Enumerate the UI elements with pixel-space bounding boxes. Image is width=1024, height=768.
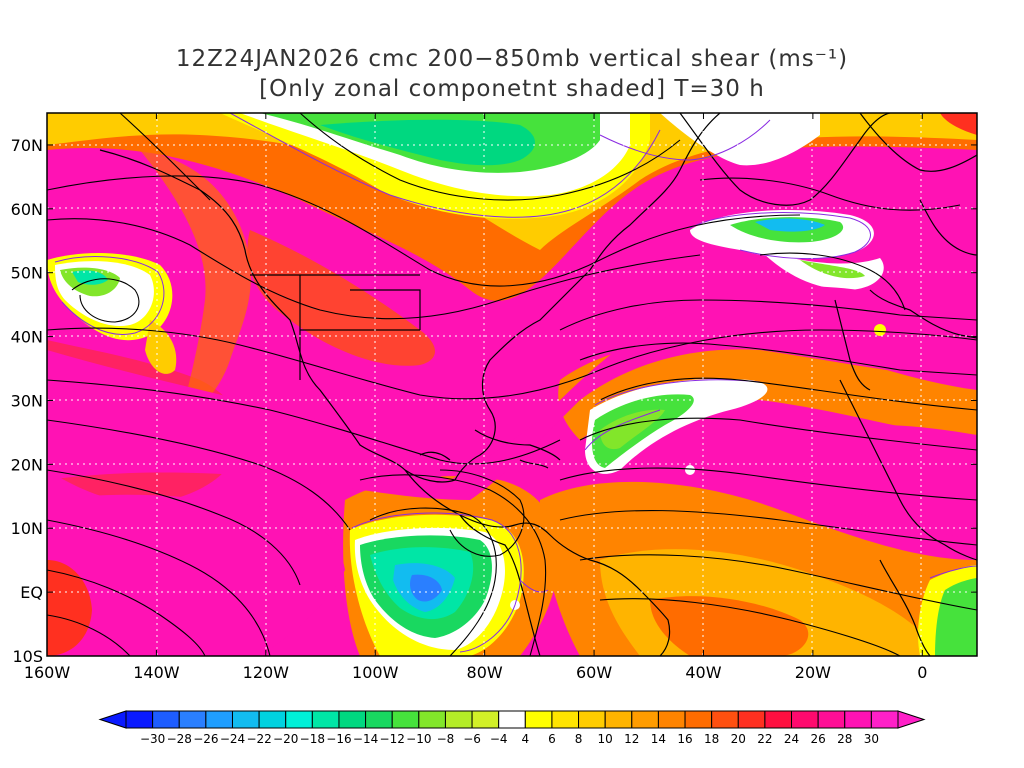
lon-tick-label: 120W <box>243 663 290 682</box>
colorbar-tick-label: 12 <box>624 732 639 746</box>
colorbar-swatch <box>711 710 739 729</box>
colorbar-swatch <box>657 710 686 729</box>
colorbar-tick-label: −26 <box>193 732 218 746</box>
colorbar-tick-label: 26 <box>810 732 825 746</box>
streamlines <box>47 113 977 656</box>
lat-tick-label: EQ <box>20 583 43 602</box>
colorbar-swatch <box>125 710 154 729</box>
colorbar-min-arrow <box>98 710 127 729</box>
colorbar-swatch <box>205 710 233 729</box>
colorbar-swatch <box>631 710 659 729</box>
colorbar-swatch <box>152 710 180 729</box>
lat-tick-label: 30N <box>11 391 43 410</box>
shaded-field <box>47 113 977 656</box>
colorbar-tick-label: −16 <box>326 732 351 746</box>
colorbar-swatch <box>817 710 846 729</box>
colorbar <box>98 710 926 729</box>
colorbar-swatch <box>870 710 899 729</box>
colorbar-swatch <box>444 710 473 729</box>
colorbar-tick-label: −10 <box>406 732 431 746</box>
colorbar-swatch <box>498 710 526 729</box>
lat-tick-label: 10S <box>12 647 43 666</box>
colorbar-tick-label: −30 <box>140 732 165 746</box>
colorbar-tick-label: 16 <box>677 732 692 746</box>
colorbar-tick-label: 10 <box>598 732 613 746</box>
colorbar-swatch <box>178 710 207 729</box>
colorbar-tick-label: 18 <box>704 732 719 746</box>
colorbar-swatch <box>551 710 580 729</box>
lon-tick-label: 80W <box>467 663 503 682</box>
colorbar-tick-label: 24 <box>784 732 799 746</box>
graticule <box>47 113 977 656</box>
colorbar-tick-label: 20 <box>731 732 746 746</box>
colorbar-tick-label: 30 <box>864 732 879 746</box>
colorbar-tick-label: 14 <box>651 732 666 746</box>
lat-tick-label: 50N <box>11 264 43 283</box>
lon-tick-label: 40W <box>685 663 721 682</box>
colorbar-swatch <box>338 710 367 729</box>
colorbar-swatch <box>231 710 260 729</box>
map-title-line-2: [Only zonal componetnt shaded] T=30 h <box>259 76 765 102</box>
colorbar-max-arrow <box>897 710 926 729</box>
lon-tick-label: 60W <box>576 663 612 682</box>
lon-tick-label: 100W <box>352 663 399 682</box>
colorbar-tick-label: −20 <box>273 732 298 746</box>
colorbar-tick-label: 22 <box>757 732 772 746</box>
map-frame <box>46 112 978 657</box>
colorbar-swatch <box>737 710 766 729</box>
colorbar-tick-label: −8 <box>437 732 455 746</box>
colorbar-tick-label: 4 <box>521 732 529 746</box>
colorbar-swatch <box>764 710 793 729</box>
lat-tick-label: 10N <box>11 519 43 538</box>
latitude-labels: 70N 60N 50N 40N 30N 20N 10N EQ 10S <box>11 136 43 666</box>
colorbar-swatch <box>365 710 393 729</box>
lon-tick-label: 20W <box>795 663 831 682</box>
colorbar-tick-label: −12 <box>380 732 405 746</box>
colorbar-tick-label: −22 <box>246 732 271 746</box>
colorbar-swatch <box>524 710 553 729</box>
colorbar-tick-label: 28 <box>837 732 852 746</box>
colorbar-labels: −30 −28 −26 −24 −22 −20 −18 −16 −14 −12 −10 −8 −6 −4 4… <box>140 732 879 746</box>
zero-contours <box>54 113 977 653</box>
colorbar-tick-label: −6 <box>463 732 481 746</box>
colorbar-tick-label: 6 <box>548 732 556 746</box>
colorbar-swatch <box>578 710 606 729</box>
lon-tick-label: 140W <box>133 663 180 682</box>
colorbar-swatch <box>311 710 340 729</box>
lat-tick-label: 60N <box>11 200 43 219</box>
colorbar-swatch <box>471 710 500 729</box>
colorbar-tick-label: −18 <box>300 732 325 746</box>
colorbar-swatch <box>791 710 819 729</box>
coastlines <box>99 113 977 656</box>
colorbar-tick-label: −4 <box>490 732 508 746</box>
colorbar-swatch <box>391 710 420 729</box>
longitude-labels: 160W 140W 120W 100W 80W 60W 40W 20W 0 <box>24 663 928 682</box>
colorbar-swatch <box>684 710 713 729</box>
colorbar-tick-label: 8 <box>575 732 583 746</box>
colorbar-swatch <box>604 710 633 729</box>
colorbar-swatch <box>418 710 446 729</box>
lat-tick-label: 20N <box>11 455 43 474</box>
colorbar-swatch <box>844 710 872 729</box>
colorbar-swatch <box>285 710 313 729</box>
colorbar-swatch <box>258 710 287 729</box>
map-title-line-1: 12Z24JAN2026 cmc 200−850mb vertical shea… <box>175 46 849 72</box>
colorbar-tick-label: −14 <box>353 732 378 746</box>
lon-tick-label: 160W <box>24 663 71 682</box>
lat-tick-label: 40N <box>11 328 43 347</box>
lat-tick-label: 70N <box>11 136 43 155</box>
lon-tick-label: 0 <box>917 663 927 682</box>
colorbar-tick-label: −24 <box>220 732 245 746</box>
tick-marks <box>46 113 977 657</box>
colorbar-tick-label: −28 <box>167 732 192 746</box>
